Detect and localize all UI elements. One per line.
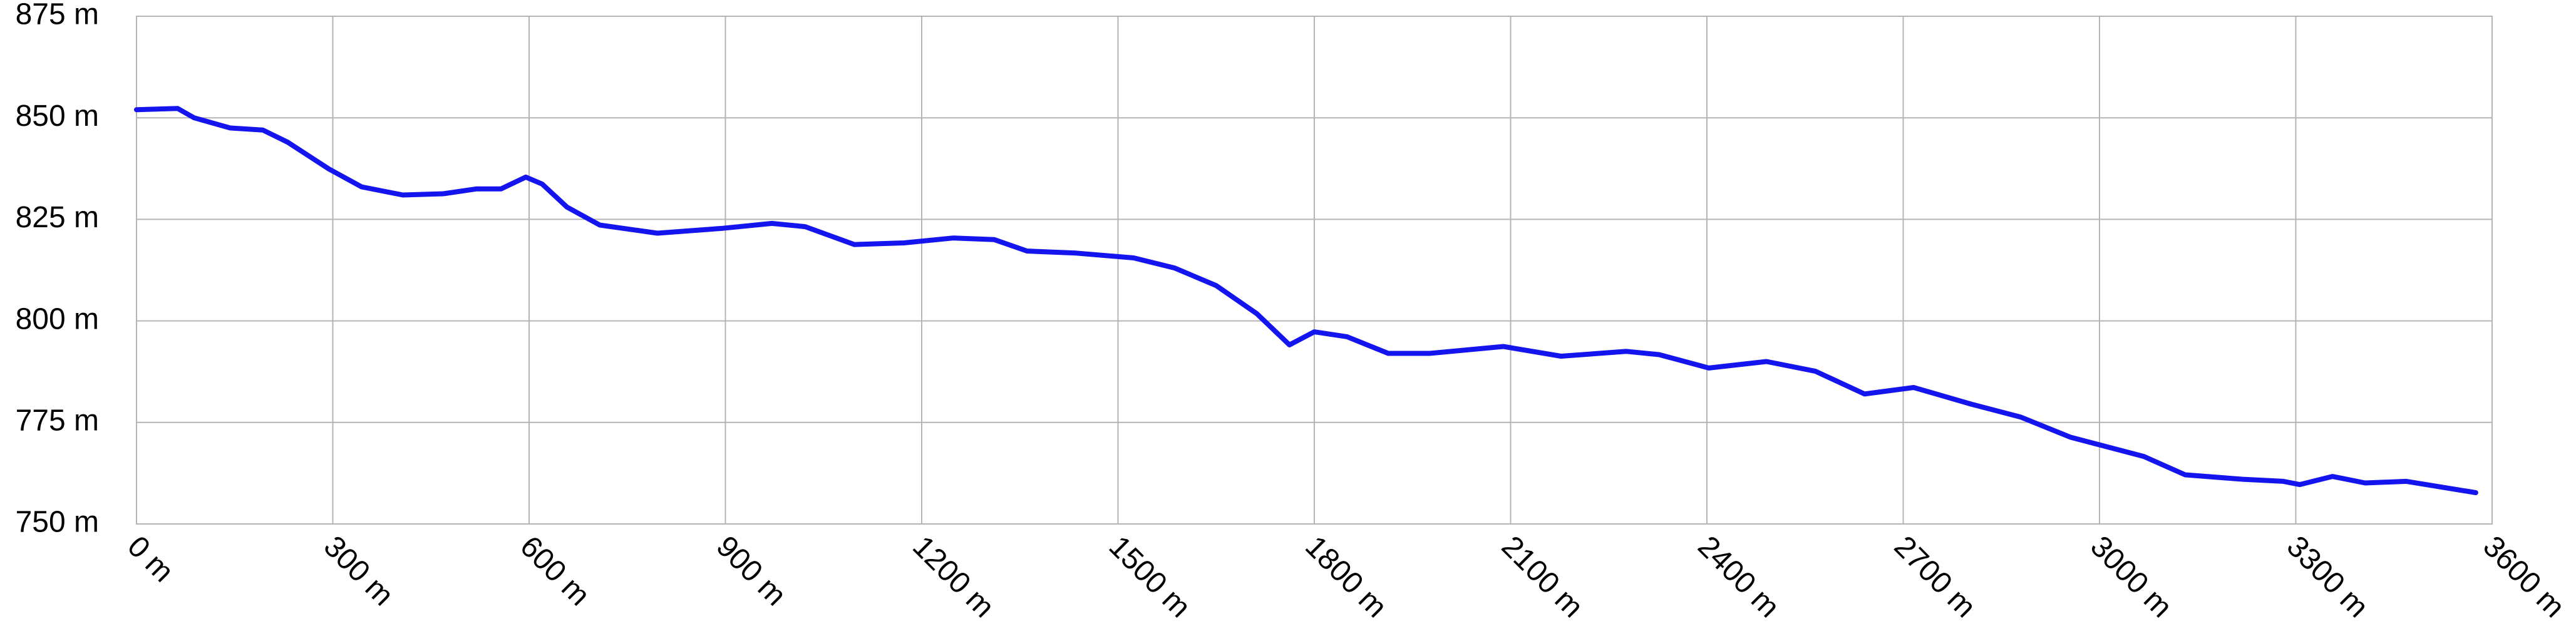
x-tick-label: 900 m — [710, 530, 793, 612]
y-tick-label: 850 m — [16, 100, 99, 133]
x-tick-label: 1800 m — [1299, 530, 1393, 624]
x-tick-label: 2700 m — [1888, 530, 1982, 624]
x-tick-label: 1500 m — [1103, 530, 1197, 624]
x-tick-label: 2400 m — [1691, 530, 1786, 624]
x-tick-label: 300 m — [317, 530, 400, 612]
y-tick-label: 825 m — [16, 201, 99, 234]
x-tick-label: 1200 m — [906, 530, 1001, 624]
y-tick-label: 775 m — [16, 404, 99, 437]
x-tick-label: 3300 m — [2280, 530, 2375, 624]
y-tick-label: 750 m — [16, 506, 99, 539]
x-tick-label: 600 m — [513, 530, 596, 612]
x-tick-label: 0 m — [121, 530, 180, 588]
y-tick-label: 875 m — [16, 0, 99, 31]
x-tick-label: 3600 m — [2476, 530, 2571, 624]
y-tick-label: 800 m — [16, 302, 99, 336]
x-tick-label: 2100 m — [1495, 530, 1590, 624]
elevation-line — [134, 106, 2478, 495]
x-tick-label: 3000 m — [2084, 530, 2178, 624]
